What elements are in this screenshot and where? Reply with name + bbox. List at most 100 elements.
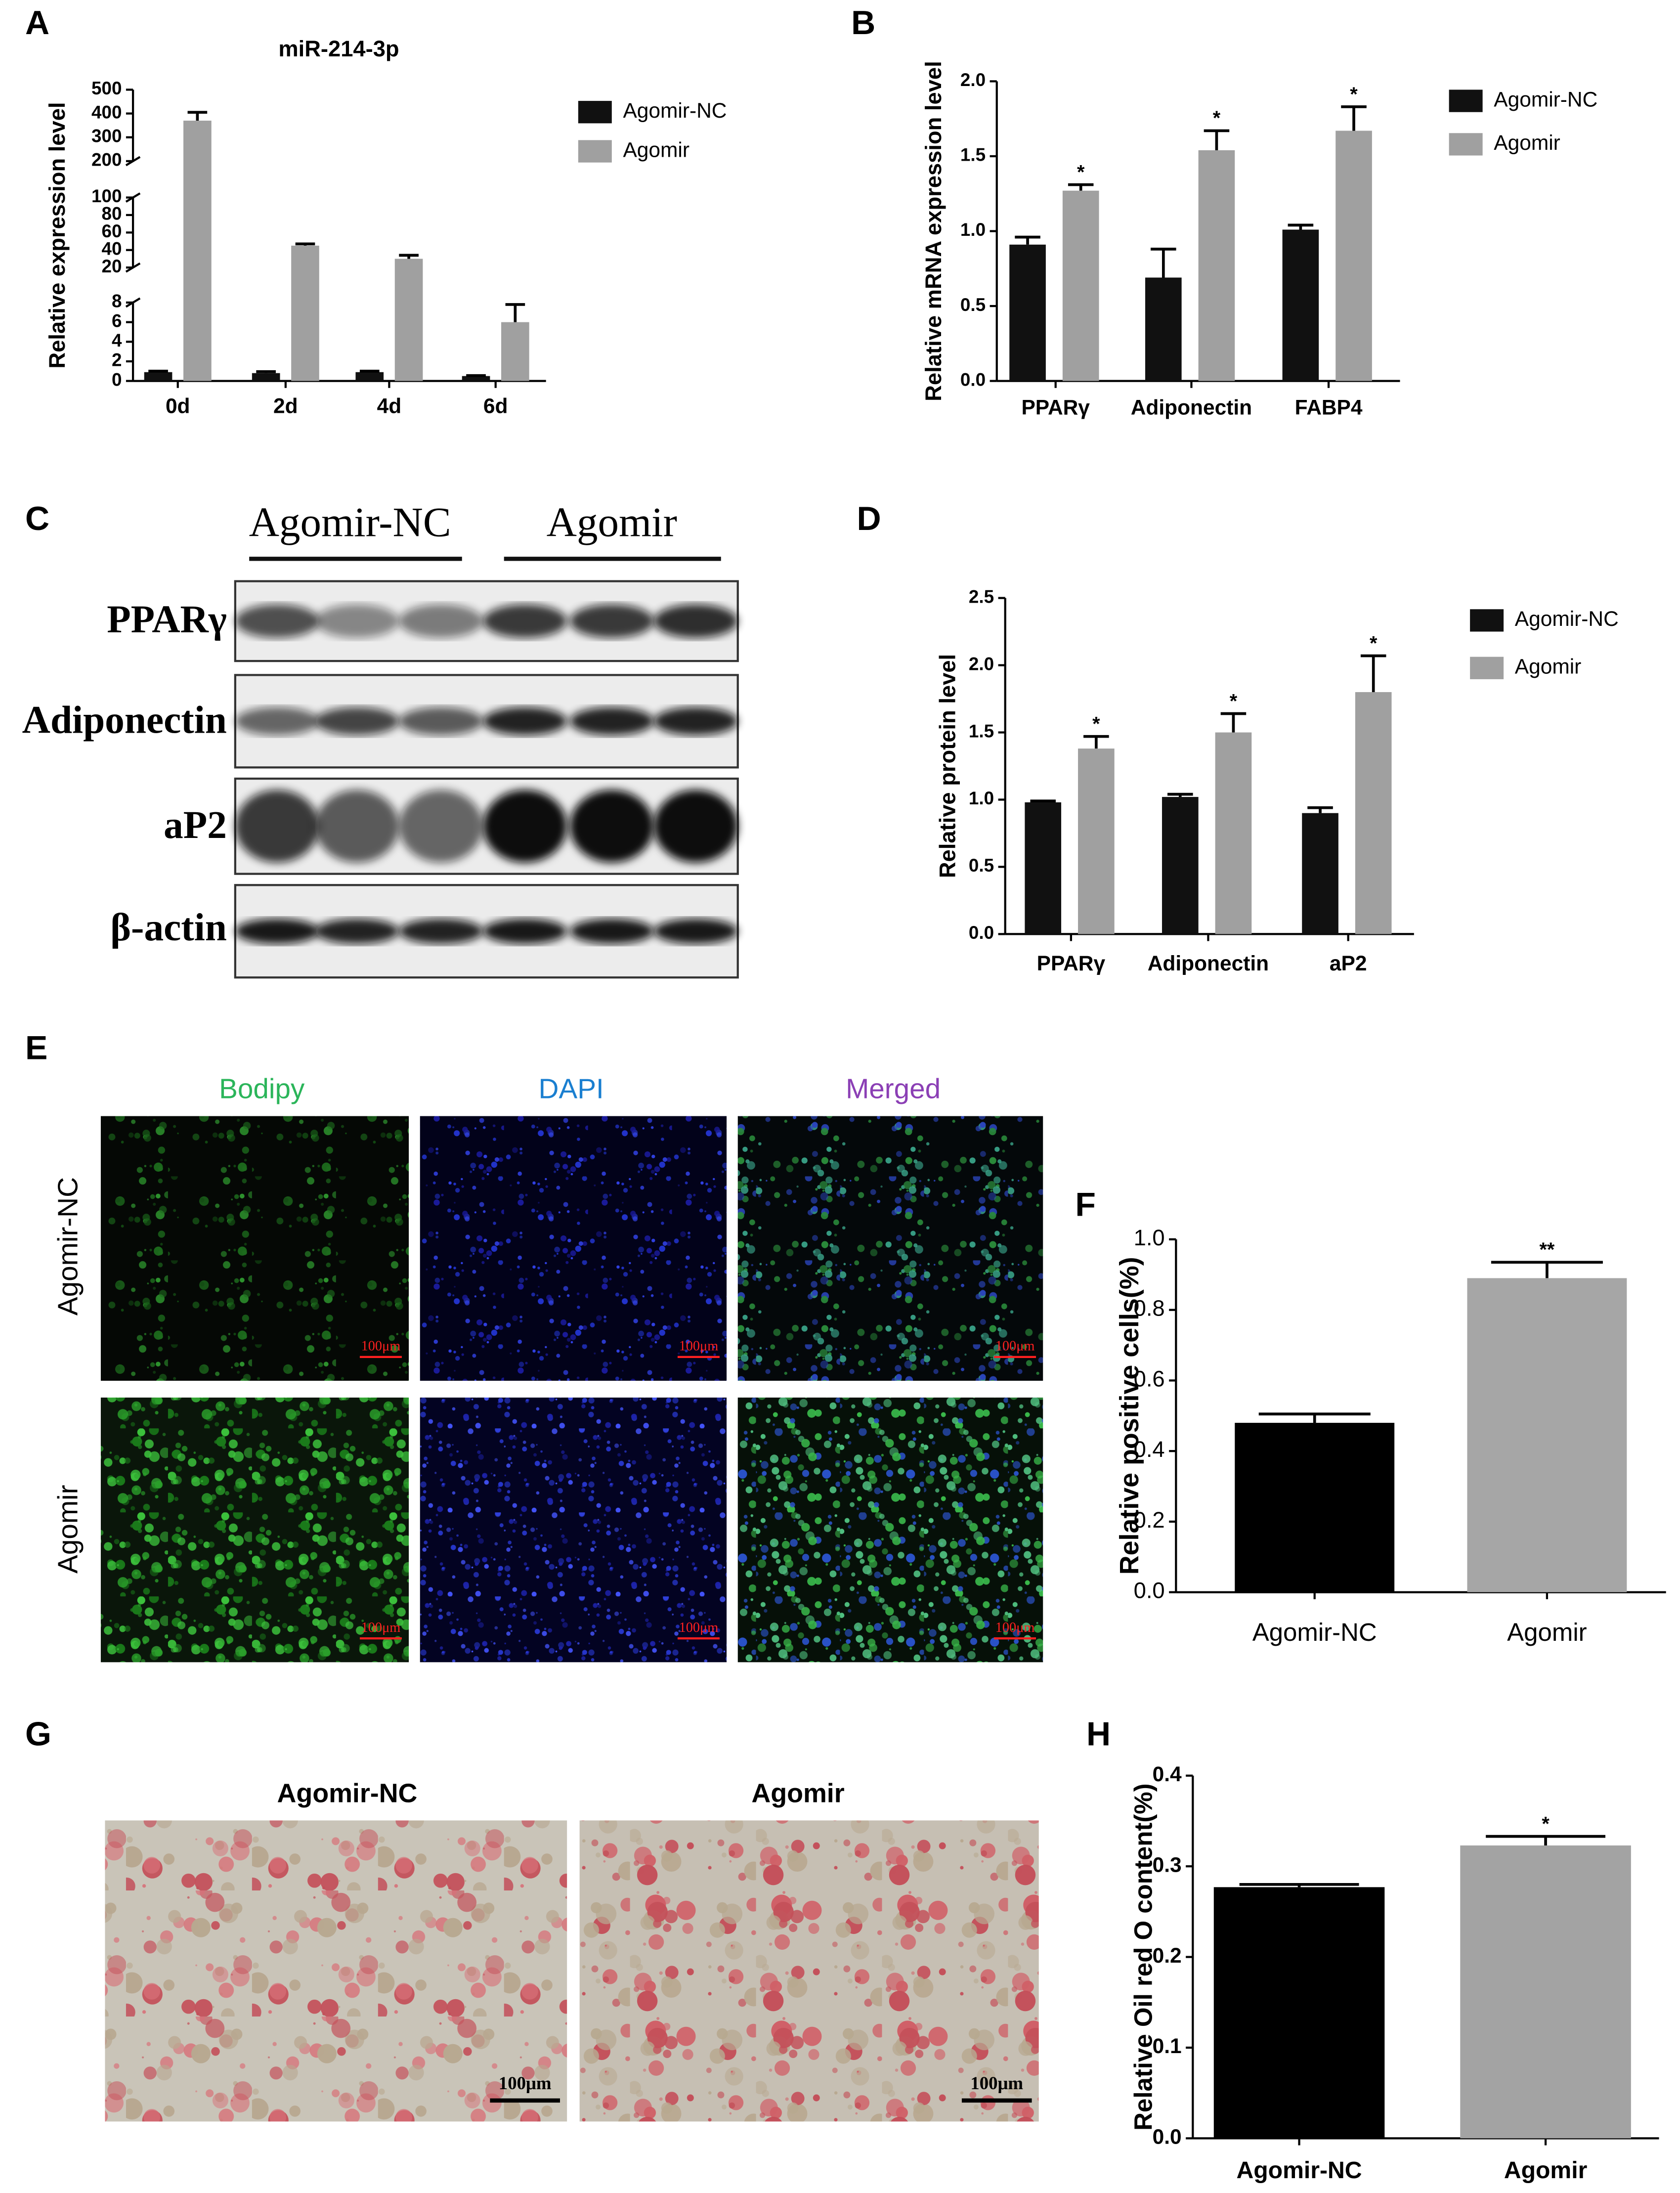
y-tick-label: 0.4 (1134, 1437, 1165, 1462)
panel-letter: E (25, 1029, 47, 1066)
legend-label: Agomir (623, 138, 689, 162)
y-tick-label: 0.0 (960, 369, 986, 390)
bar (1460, 1845, 1631, 2139)
legend-label: Agomir (1515, 655, 1582, 678)
blot-band (483, 707, 567, 736)
y-tick-label: 400 (91, 102, 122, 122)
bar (1062, 190, 1099, 381)
blot-band (569, 604, 654, 638)
oil-red-image (579, 1820, 1039, 2122)
panel-letter: B (851, 4, 875, 42)
y-tick-label: 1.5 (969, 721, 994, 741)
blot-group-label: Agomir-NC (249, 499, 451, 546)
blot-protein-label: PPARγ (107, 598, 227, 641)
bar (1162, 797, 1199, 934)
blot-band (399, 789, 483, 863)
blot-band (483, 919, 567, 944)
blot-band (399, 707, 483, 736)
significance: * (1092, 713, 1100, 735)
y-axis-label: Relative mRNA expression level (921, 61, 946, 401)
fluorescence-image (100, 1116, 409, 1381)
error-bar (1491, 1261, 1603, 1278)
panel-letter: D (857, 500, 881, 537)
blot-band (235, 604, 319, 638)
x-tick-label: Agomir-NC (1252, 1618, 1377, 1646)
blot-protein-label: aP2 (164, 803, 227, 847)
bar (1213, 1887, 1385, 2139)
y-tick-label: 0.1 (1153, 2035, 1182, 2058)
y-axis-label: Relative protein level (935, 654, 960, 878)
error-bar (1341, 105, 1367, 131)
panel-letter: A (25, 4, 49, 42)
image-title: Agomir (751, 1779, 844, 1808)
blot-protein-label: Adiponectin (22, 699, 227, 742)
scale-bar-label: 100μm (679, 1339, 719, 1354)
channel-title: Bodipy (219, 1074, 305, 1105)
significance: * (1370, 632, 1378, 654)
y-tick-label: 8 (112, 291, 122, 311)
bar (1282, 229, 1319, 381)
x-tick-label: 2d (273, 395, 298, 418)
error-bar (187, 111, 208, 121)
y-tick-label: 4 (112, 330, 122, 351)
blot-band (235, 789, 319, 863)
significance: * (1542, 1813, 1550, 1835)
bar (183, 121, 212, 381)
blot-band (483, 604, 567, 638)
error-bar (1307, 806, 1333, 813)
legend-swatch (1449, 133, 1483, 156)
scale-bar-label: 100μm (995, 1339, 1035, 1354)
bar (355, 372, 384, 381)
y-tick-label: 300 (91, 126, 122, 146)
blot-band (399, 604, 483, 638)
error-bar (256, 370, 276, 373)
error-bar (359, 369, 380, 373)
bar (1467, 1278, 1627, 1592)
y-tick-label: 2.0 (969, 654, 994, 674)
y-tick-label: 0.0 (1134, 1578, 1165, 1603)
error-bar (148, 369, 168, 373)
bar (1009, 244, 1046, 381)
blot-band (235, 707, 319, 736)
significance: * (1350, 84, 1358, 105)
legend-label: Agomir-NC (1515, 608, 1619, 631)
scale-bar-label: 100μm (995, 1620, 1035, 1635)
error-bar (399, 254, 419, 259)
x-tick-label: Agomir (1507, 1618, 1587, 1646)
y-tick-label: 0.3 (1153, 1853, 1182, 1877)
y-tick-label: 2.5 (969, 586, 994, 607)
x-tick-label: Agomir-NC (1237, 2157, 1362, 2184)
fluorescence-image (737, 1397, 1043, 1663)
x-tick-label: Agomir (1504, 2157, 1587, 2184)
y-tick-label: 6 (112, 310, 122, 331)
y-tick-label: 0.0 (1153, 2126, 1182, 2149)
x-tick-label: 6d (483, 395, 508, 418)
y-tick-label: 0.2 (1134, 1507, 1165, 1533)
bar (1302, 813, 1338, 934)
y-axis-label: Relative positive cells(%) (1115, 1257, 1144, 1575)
bar (1235, 1423, 1395, 1592)
y-tick-label: 60 (101, 221, 122, 241)
legend-swatch (578, 101, 612, 124)
bar (462, 376, 490, 381)
blot-band (315, 919, 399, 944)
y-tick-label: 0.4 (1153, 1763, 1182, 1786)
y-tick-label: 1.5 (960, 145, 986, 165)
y-tick-label: 2 (112, 350, 122, 370)
y-tick-label: 40 (101, 238, 122, 259)
bar (1198, 150, 1235, 381)
bar (252, 373, 280, 381)
bar (501, 322, 529, 381)
error-bar (1258, 1412, 1371, 1423)
bar (1355, 692, 1392, 934)
legend-label: Agomir-NC (623, 99, 727, 123)
x-tick-label: aP2 (1330, 952, 1367, 975)
y-tick-label: 0.6 (1134, 1366, 1165, 1391)
bar (1215, 732, 1252, 934)
blot-band (315, 707, 399, 736)
y-tick-label: 80 (101, 204, 122, 224)
panel-letter: F (1075, 1186, 1096, 1224)
bar (1078, 748, 1115, 934)
error-bar (1015, 235, 1040, 245)
bar (291, 245, 319, 381)
